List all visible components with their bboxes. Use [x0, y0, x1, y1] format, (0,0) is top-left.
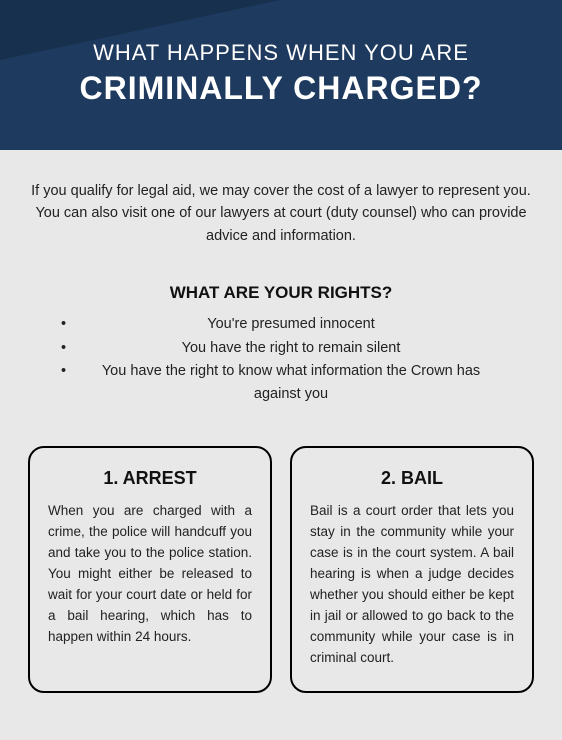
header-banner: WHAT HAPPENS WHEN YOU ARE CRIMINALLY CHA… [0, 0, 562, 150]
rights-item: You have the right to know what informat… [61, 360, 501, 406]
rights-item: You're presumed innocent [61, 313, 501, 336]
content-area: If you qualify for legal aid, we may cov… [0, 150, 562, 713]
box-arrest: 1. ARREST When you are charged with a cr… [28, 446, 272, 692]
box-bail-title: 2. BAIL [310, 468, 514, 489]
box-arrest-text: When you are charged with a crime, the p… [48, 501, 252, 647]
intro-paragraph: If you qualify for legal aid, we may cov… [28, 180, 534, 247]
info-boxes-row: 1. ARREST When you are charged with a cr… [28, 446, 534, 692]
title-line-2: CRIMINALLY CHARGED? [30, 70, 532, 107]
rights-item: You have the right to remain silent [61, 337, 501, 360]
title-line-1: WHAT HAPPENS WHEN YOU ARE [30, 40, 532, 66]
rights-heading: WHAT ARE YOUR RIGHTS? [28, 283, 534, 303]
box-arrest-title: 1. ARREST [48, 468, 252, 489]
box-bail-text: Bail is a court order that lets you stay… [310, 501, 514, 668]
rights-list: You're presumed innocent You have the ri… [61, 313, 501, 406]
box-bail: 2. BAIL Bail is a court order that lets … [290, 446, 534, 692]
